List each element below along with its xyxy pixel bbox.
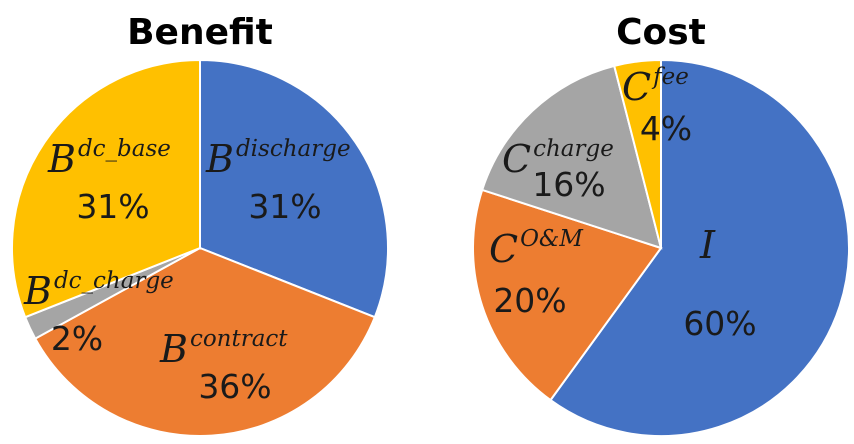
slice-label-base: C	[502, 137, 531, 181]
slice-label-base: B	[205, 137, 234, 181]
benefit-slices	[11, 58, 389, 438]
slice-percent-o-and-m: 20%	[493, 281, 566, 320]
slice-label-superscript: O&M	[520, 226, 584, 252]
slice-percent-dc-base: 31%	[76, 187, 149, 226]
slice-label-charge: Ccharge	[502, 136, 614, 181]
slice-label-superscript: dc_charge	[54, 268, 174, 294]
slice-percent-investment: 60%	[683, 304, 756, 343]
slice-percent-contract: 36%	[198, 367, 271, 406]
slice-label-contract: Bcontract	[159, 326, 288, 371]
slice-label-dc-base: Bdc_base	[47, 136, 171, 181]
slice-dc-base	[11, 58, 201, 319]
slice-label-base: B	[159, 327, 188, 371]
slice-discharge	[199, 58, 389, 319]
slice-fee	[613, 58, 662, 249]
slice-label-o-and-m: CO&M	[489, 226, 584, 271]
slice-label-superscript: dc_base	[78, 136, 171, 162]
slice-label-superscript: charge	[533, 136, 614, 162]
cost-chart-title: Cost	[616, 12, 706, 53]
slice-percent-fee: 4%	[640, 109, 692, 148]
slice-label-superscript: contract	[190, 326, 288, 352]
benefit-labels: Bdischarge31%Bcontract36%Bdc_charge2%Bdc…	[23, 136, 351, 406]
slice-charge	[480, 64, 663, 250]
slice-label-base: B	[47, 137, 76, 181]
slice-contract	[33, 246, 377, 438]
cost-slices	[472, 58, 850, 437]
slice-label-base: C	[622, 65, 651, 109]
slice-label-base: B	[23, 269, 52, 313]
slice-label-discharge: Bdischarge	[205, 136, 351, 181]
benefit-chart-title: Benefit	[127, 12, 273, 53]
slice-label-investment: I	[699, 223, 716, 267]
slice-percent-charge: 16%	[532, 165, 605, 204]
slice-percent-discharge: 31%	[248, 187, 321, 226]
slice-label-dc-charge: Bdc_charge	[23, 268, 174, 313]
slice-label-base: I	[699, 223, 716, 267]
benefit-pie-chart: Benefit Bdischarge31%Bcontract36%Bdc_cha…	[11, 12, 389, 438]
slice-o-and-m	[472, 188, 663, 402]
slice-label-fee: Cfee	[622, 64, 689, 109]
slice-percent-dc-charge: 2%	[51, 319, 103, 358]
slice-label-superscript: fee	[651, 64, 689, 90]
slice-investment	[549, 58, 850, 437]
slice-label-base: C	[489, 227, 518, 271]
slice-label-superscript: discharge	[236, 136, 351, 162]
